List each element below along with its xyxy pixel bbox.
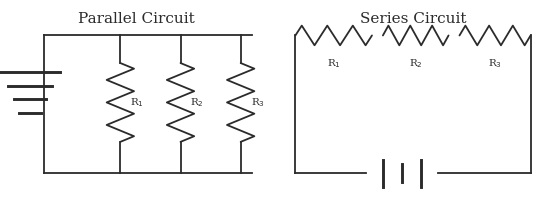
- Text: R$_1$: R$_1$: [327, 57, 341, 70]
- Text: Parallel Circuit: Parallel Circuit: [78, 12, 195, 26]
- Text: R$_3$: R$_3$: [251, 96, 265, 109]
- Text: R$_1$: R$_1$: [130, 96, 144, 109]
- Text: R$_2$: R$_2$: [190, 96, 204, 109]
- Text: R$_3$: R$_3$: [488, 57, 502, 70]
- Text: R$_2$: R$_2$: [409, 57, 423, 70]
- Text: Series Circuit: Series Circuit: [360, 12, 466, 26]
